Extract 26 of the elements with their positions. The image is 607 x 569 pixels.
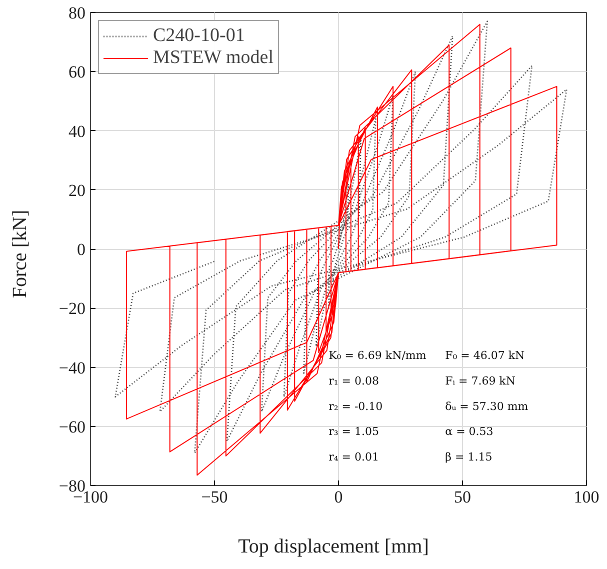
annotation: K₀ = 6.69 kN/mm [328,348,427,362]
legend-label: C240-10-01 [153,25,245,47]
annotation: r₃ = 1.05 [328,425,379,438]
x-tick-label: 50 [454,488,471,506]
annotation: F₀ = 46.07 kN [445,348,526,362]
y-tick-label: −20 [58,299,86,318]
y-tick-label: 40 [68,122,86,141]
legend-label: MSTEW model [153,47,274,69]
x-tick-label: −50 [201,488,228,506]
x-axis-title: Top displacement [mm] [238,536,429,558]
y-tick-label: 60 [68,62,86,82]
annotation: Fᵢ = 7.69 kN [445,374,516,388]
y-tick-label: 20 [68,180,86,200]
y-tick-label: 80 [68,4,86,22]
y-tick-label: −40 [58,358,86,378]
y-tick-label: −60 [58,417,86,436]
annotation: r₄ = 0.01 [328,450,379,464]
x-tick-label: 100 [574,488,600,506]
annotation: r₂ = -0.10 [328,400,383,413]
annotation: r₁ = 0.08 [328,374,379,388]
annotation: β = 1.15 [445,450,492,464]
y-tick-label: 0 [77,240,86,259]
annotation: α = 0.53 [445,425,494,438]
x-tick-label: 0 [334,488,343,506]
annotation: δᵤ = 57.30 mm [445,400,529,413]
y-axis-title: Force [kN] [8,210,31,298]
